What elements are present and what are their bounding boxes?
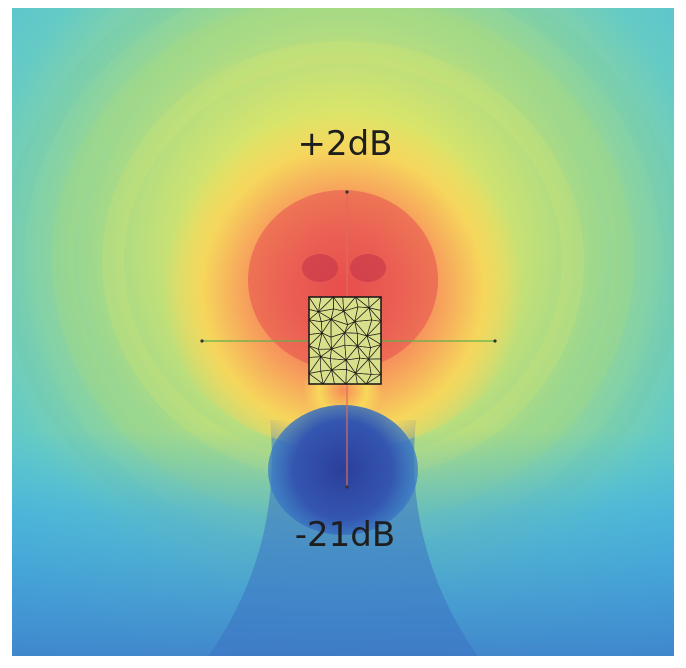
lobe-hotspot-right bbox=[350, 254, 386, 282]
field-contours bbox=[12, 8, 674, 656]
max-level-label: +2dB bbox=[297, 124, 392, 164]
min-level-label: -21dB bbox=[295, 515, 395, 555]
lobe-core bbox=[248, 190, 438, 370]
axis-right-marker bbox=[493, 339, 497, 343]
null-region bbox=[268, 405, 418, 535]
mesh-source-block bbox=[308, 295, 383, 385]
axis-bottom-marker bbox=[345, 485, 349, 489]
mesh-triangulation bbox=[308, 295, 383, 385]
lobe-hotspot-left bbox=[302, 254, 338, 282]
axis-left-marker bbox=[200, 339, 204, 343]
axis-top-marker bbox=[345, 190, 349, 194]
